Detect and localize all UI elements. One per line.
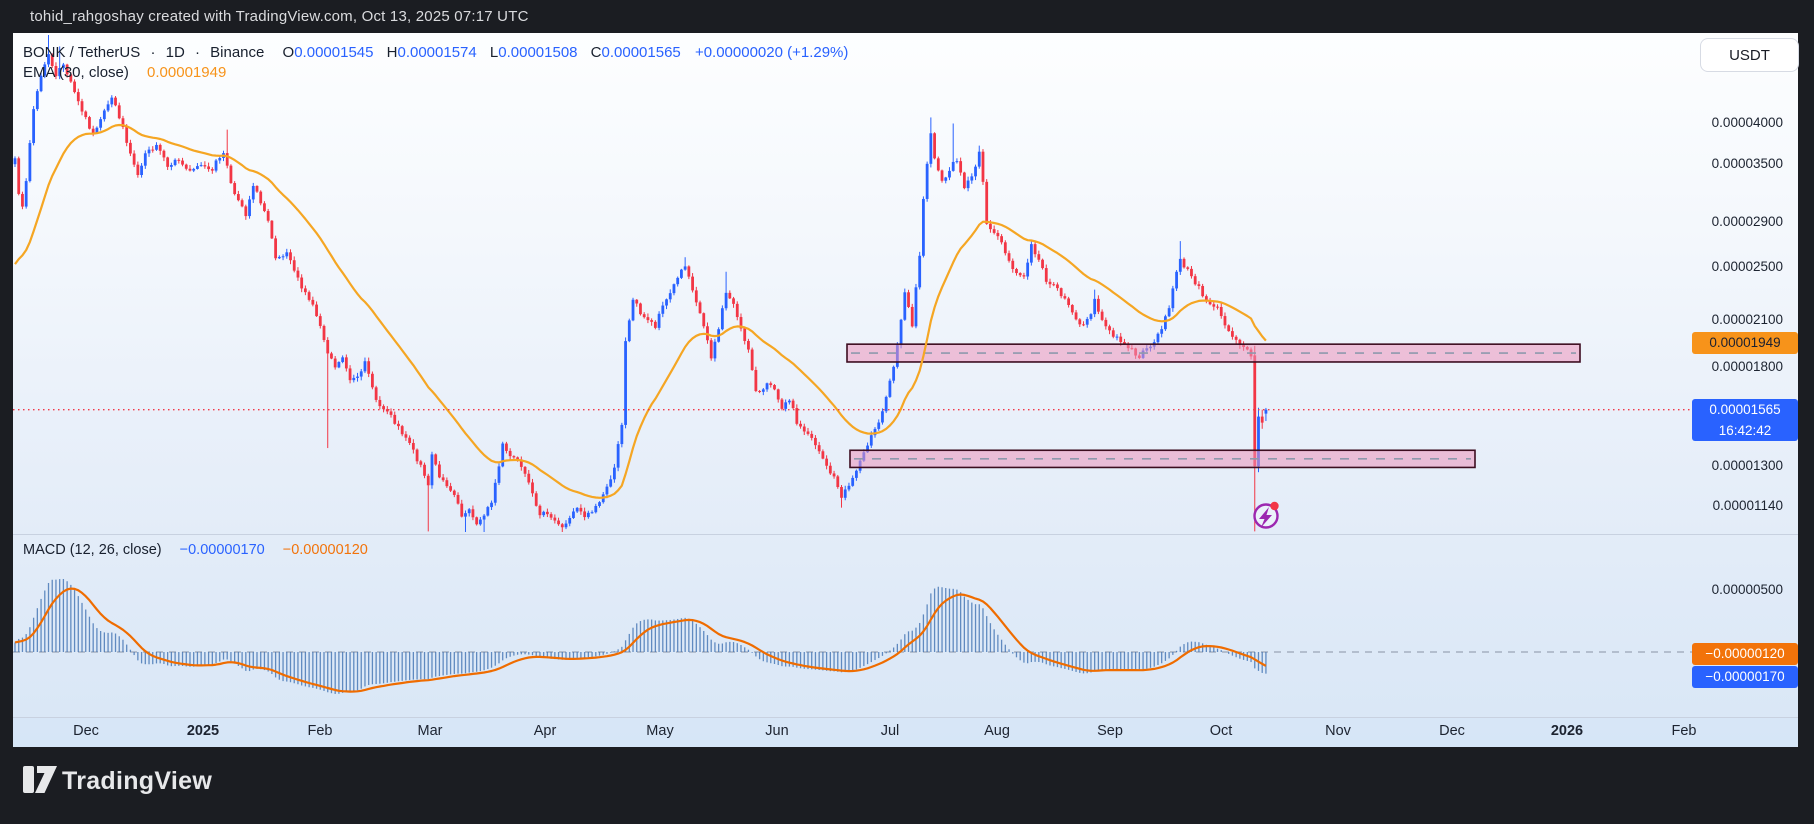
last-price-tag: 0.00001565 16:42:42 (1692, 399, 1798, 441)
macd-line-tag: −0.00000170 (1692, 666, 1798, 688)
high-value: 0.00001574 (397, 44, 477, 61)
footer-bar: TradingView (0, 747, 1814, 824)
bar-countdown: 16:42:42 (1718, 423, 1772, 438)
macd-pane[interactable] (13, 534, 1798, 718)
time-axis-label: Sep (1097, 723, 1123, 739)
price-tick-label: 0.00001800 (1711, 359, 1783, 375)
time-axis-label: Oct (1209, 723, 1233, 739)
low-label: L (489, 44, 499, 61)
last-price-value: 0.00001565 (1709, 402, 1781, 417)
time-axis-label: Apr (533, 723, 557, 739)
time-axis-strip[interactable] (13, 718, 1798, 747)
time-axis-label: 2026 (1550, 723, 1584, 739)
time-axis-label: Jul (880, 723, 900, 739)
macd-line-value: −0.00000170 (179, 542, 265, 558)
price-tick-label: 0.00004000 (1711, 115, 1783, 131)
low-value: 0.00001508 (498, 44, 578, 61)
close-value: 0.00001565 (601, 44, 681, 61)
axis-divider (13, 717, 1798, 718)
interval-label[interactable]: 1D (165, 44, 185, 61)
ema-price-tag: 0.00001949 (1692, 332, 1798, 354)
time-axis-label: Feb (1671, 723, 1697, 739)
price-tick-label: 0.00002900 (1711, 213, 1783, 229)
price-tick-label: 0.00001300 (1711, 458, 1783, 474)
change-value: +0.00000020 (+1.29%) (694, 44, 849, 61)
chart-card: BONK / TetherUS · 1D · Binance O0.000015… (13, 33, 1799, 747)
macd-label[interactable]: MACD (12, 26, close) (23, 542, 162, 558)
time-axis-label: Aug (984, 723, 1010, 739)
open-value: 0.00001545 (294, 44, 374, 61)
close-label: C (590, 44, 602, 61)
price-tick-label: 0.00002500 (1711, 258, 1783, 274)
currency-toggle-button[interactable]: USDT (1700, 38, 1799, 72)
time-axis-label: Dec (1439, 723, 1465, 739)
legend-separator-2: · (194, 44, 200, 61)
macd-legend: MACD (12, 26, close) −0.00000170 −0.0000… (23, 542, 368, 558)
exchange-label: Binance (210, 44, 265, 61)
time-axis-label: Dec (73, 723, 99, 739)
pane-divider[interactable] (13, 534, 1798, 535)
macd-signal-value: −0.00000120 (282, 542, 368, 558)
high-label: H (386, 44, 398, 61)
time-axis-label: Feb (307, 723, 333, 739)
symbol-name[interactable]: BONK / TetherUS (23, 44, 141, 61)
time-axis-label: Mar (417, 723, 443, 739)
ema-legend: EMA (30, close) 0.00001949 (23, 64, 226, 81)
time-axis-label: Jun (765, 723, 789, 739)
time-axis-label: Nov (1325, 723, 1351, 739)
price-tick-label: 0.00003500 (1711, 156, 1783, 172)
attribution-bar: tohid_rahgoshay created with TradingView… (0, 0, 1814, 33)
legend-separator-1: · (150, 44, 156, 61)
price-tick-label: 0.00001140 (1712, 498, 1783, 514)
macd-tick-label: 0.00000500 (1711, 582, 1783, 597)
ema-value: 0.00001949 (147, 64, 227, 81)
tradingview-wordmark[interactable]: TradingView (62, 767, 213, 795)
macd-signal-tag: −0.00000120 (1692, 643, 1798, 665)
open-label: O (282, 44, 295, 61)
time-axis-label: May (646, 723, 674, 739)
attribution-text: tohid_rahgoshay created with TradingView… (30, 8, 529, 25)
symbol-legend: BONK / TetherUS · 1D · Binance O0.000015… (23, 44, 848, 61)
price-tick-label: 0.00002100 (1711, 312, 1783, 327)
ema-label[interactable]: EMA (30, close) (23, 64, 129, 81)
price-pane[interactable] (13, 33, 1798, 534)
tradingview-logo-icon[interactable] (23, 766, 57, 794)
time-axis-label: 2025 (186, 723, 220, 739)
volatility-emoji-icon (1253, 501, 1279, 529)
